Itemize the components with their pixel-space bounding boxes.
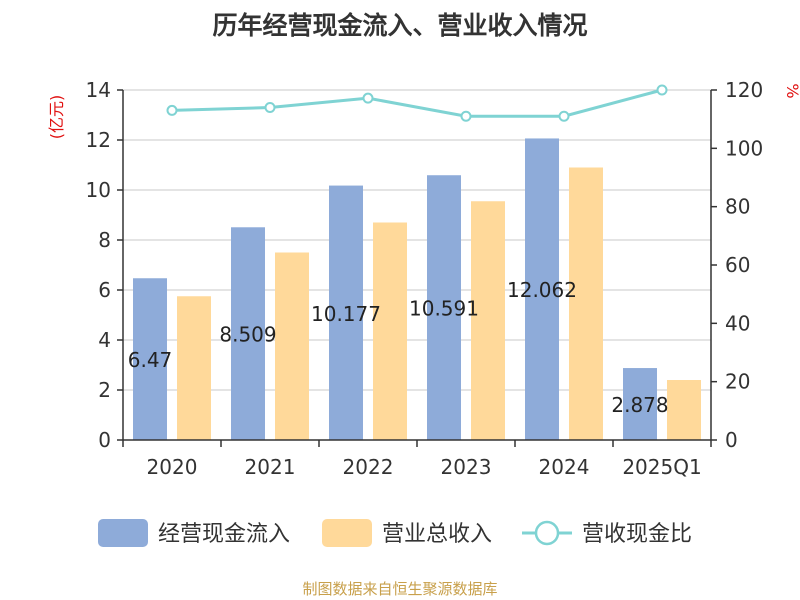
axes: 0 2 4 6 8 10 12 14 0 20 40 60 80 100 120 (亿元)% 2020 2021 2… [47,78,800,479]
left-axis-tick-label: 6 [98,278,111,302]
right-axis-tick-label: 80 [725,195,750,219]
ratio-line-point [656,84,668,96]
revenue-bar [667,380,701,440]
cash-inflow-data-label: 8.509 [219,323,276,347]
bars [133,138,701,440]
legend: 经营现金流入 营业总收入 营收现金比 [98,519,692,547]
x-axis-tick-label: 2023 [441,455,492,479]
left-axis-tick-label: 0 [98,428,111,452]
left-axis-tick-label: 14 [86,78,111,102]
grid-lines [123,89,711,391]
legend-cash-inflow-label: 经营现金流入 [158,522,290,547]
x-axis-tick-label: 2025Q1 [622,455,701,479]
ratio-line-point [166,104,178,116]
ratio-line [166,84,668,122]
cash-inflow-bar [427,175,461,440]
cash-inflow-bar [329,185,363,440]
right-axis-tick-label: 40 [725,311,750,335]
revenue-bar [177,296,211,440]
ratio-line-point [362,92,374,104]
cash-inflow-bar [133,278,167,440]
cash-inflow-data-label: 10.591 [409,297,479,321]
x-axis-tick-label: 2022 [343,455,394,479]
revenue-bar [569,167,603,440]
data-labels: 6.47 8.509 10.177 10.591 12.062 2.878 [128,278,669,417]
right-axis-tick-label: 60 [725,253,750,277]
right-axis-tick-label: 120 [725,78,763,102]
x-axis-tick-label: 2020 [147,455,198,479]
left-axis-tick-label: 4 [98,328,111,352]
cash-inflow-data-label: 12.062 [507,278,577,302]
cash-inflow-data-label: 2.878 [611,393,668,417]
cash-inflow-bar [623,368,657,440]
legend-revenue-swatch [322,519,372,547]
source-watermark: 制图数据来自恒生聚源数据库 [302,580,498,598]
cash-inflow-bar [231,227,265,440]
right-axis-tick-label: 20 [725,370,750,394]
right-axis-tick-label: 0 [725,428,738,452]
chart-title: 历年经营现金流入、营业收入情况 [212,11,588,40]
right-axis-tick-label: 100 [725,136,763,160]
legend-cash-inflow-swatch [98,519,148,547]
ratio-line-point [264,102,276,113]
x-axis-tick-label: 2021 [245,455,296,479]
cash-inflow-data-label: 6.47 [128,348,173,372]
left-axis-tick-label: 2 [98,378,111,402]
legend-ratio-label: 营收现金比 [582,522,692,547]
legend-ratio-swatch-marker [534,520,560,546]
ratio-line-point [460,110,472,122]
ratio-line-path [171,88,663,118]
ratio-line-point [558,110,570,122]
left-axis-tick-label: 8 [98,228,111,252]
revenue-bar [471,201,505,440]
left-axis-unit-label: (亿元) [47,95,66,140]
left-axis-tick-label: 12 [86,128,111,152]
cash-inflow-bar [525,138,559,440]
left-axis-tick-label: 10 [86,178,111,202]
right-axis-unit-label: % [783,83,800,98]
x-axis-tick-label: 2024 [539,455,590,479]
cash-inflow-data-label: 10.177 [311,302,381,326]
revenue-bar [275,252,309,440]
legend-revenue-label: 营业总收入 [382,522,492,547]
revenue-bar [373,222,407,440]
